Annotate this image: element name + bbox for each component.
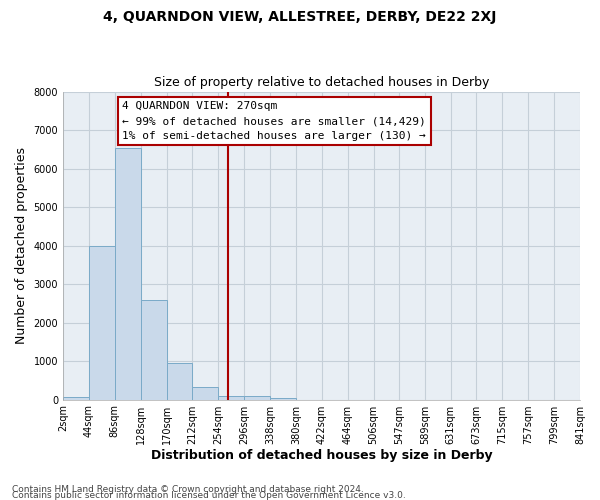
Text: 4 QUARNDON VIEW: 270sqm
← 99% of detached houses are smaller (14,429)
1% of semi: 4 QUARNDON VIEW: 270sqm ← 99% of detache… bbox=[122, 102, 426, 141]
X-axis label: Distribution of detached houses by size in Derby: Distribution of detached houses by size … bbox=[151, 450, 493, 462]
Bar bbox=[244, 396, 270, 400]
Text: 4, QUARNDON VIEW, ALLESTREE, DERBY, DE22 2XJ: 4, QUARNDON VIEW, ALLESTREE, DERBY, DE22… bbox=[103, 10, 497, 24]
Bar bbox=[89, 246, 115, 400]
Bar bbox=[63, 397, 89, 400]
Bar bbox=[167, 362, 193, 400]
Text: Contains public sector information licensed under the Open Government Licence v3: Contains public sector information licen… bbox=[12, 490, 406, 500]
Text: Contains HM Land Registry data © Crown copyright and database right 2024.: Contains HM Land Registry data © Crown c… bbox=[12, 484, 364, 494]
Bar bbox=[218, 396, 244, 400]
Bar bbox=[115, 148, 140, 400]
Bar bbox=[270, 398, 296, 400]
Y-axis label: Number of detached properties: Number of detached properties bbox=[15, 148, 28, 344]
Bar bbox=[140, 300, 167, 400]
Title: Size of property relative to detached houses in Derby: Size of property relative to detached ho… bbox=[154, 76, 489, 90]
Bar bbox=[193, 388, 218, 400]
